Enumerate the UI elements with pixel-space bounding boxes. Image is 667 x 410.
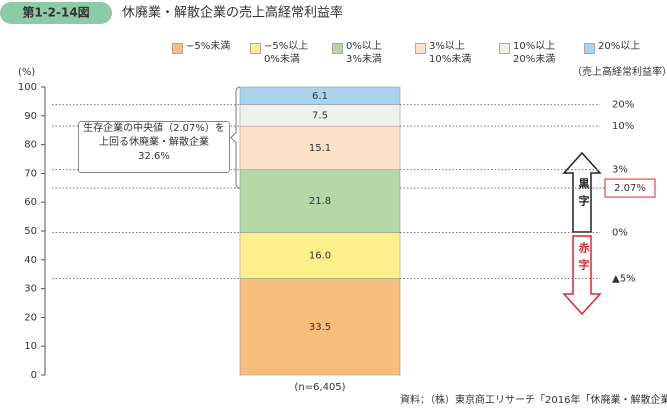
legend-swatch — [332, 43, 343, 54]
y-tick-label: 70 — [24, 168, 37, 179]
loss-label: 赤字 — [577, 242, 590, 276]
y-tick-label: 40 — [24, 255, 37, 266]
value-label: 7.5 — [312, 110, 328, 121]
brace — [230, 86, 241, 189]
legend-swatch — [172, 43, 183, 54]
legend-label: 20%以上 — [598, 41, 641, 52]
chart-title: 休廃業・解散企業の売上高経常利益率 — [122, 5, 343, 21]
boundary-label: 0% — [612, 227, 628, 238]
boundary-label: 20% — [612, 100, 634, 111]
boundary-label: ▲5% — [612, 274, 636, 285]
y-tick-label: 100 — [18, 82, 37, 93]
y-tick-label: 90 — [24, 111, 37, 122]
median-box — [604, 178, 656, 198]
legend-label: 10%以上 20%未満 — [513, 41, 556, 65]
y-tick-label: 60 — [24, 197, 37, 208]
bar-segment — [239, 169, 401, 233]
median-label: 2.07% — [614, 183, 646, 194]
right-axis-label: （売上高経常利益率） — [572, 65, 667, 78]
bar-segment — [239, 86, 401, 105]
legend-label: 0%以上 3%未満 — [346, 41, 382, 65]
y-tick-label: 30 — [24, 284, 37, 295]
y-tick-label: 80 — [24, 140, 37, 151]
legend-label: 3%以上 10%未満 — [429, 41, 472, 65]
bar-segment — [239, 125, 401, 170]
y-unit: (%) — [18, 67, 35, 78]
figure-label: 第1-2-14図 — [22, 5, 89, 20]
legend-label: −5%以上 0%未満 — [264, 41, 309, 65]
boundary-label: 3% — [612, 165, 628, 176]
profit-label: 黒字 — [577, 178, 590, 212]
value-label: 15.1 — [309, 143, 331, 154]
y-tick-label: 50 — [24, 226, 37, 237]
boundary-label: 10% — [612, 121, 634, 132]
value-label: 6.1 — [312, 91, 328, 102]
value-label: 21.8 — [309, 196, 331, 207]
y-tick-label: 0 — [31, 370, 37, 381]
annotation: 生存企業の中央値（2.07%）を 上回る休廃業・解散企業 32.6% — [78, 121, 230, 173]
legend-swatch — [499, 43, 510, 54]
bar-segment — [239, 232, 401, 279]
value-label: 33.5 — [309, 322, 331, 333]
source: 資料：（株）東京商工リサーチ「2016年「休廃業・解散企業」動向調査」再編加工 — [400, 393, 667, 406]
value-label: 16.0 — [309, 250, 331, 261]
legend-label: −5%未満 — [186, 41, 231, 52]
legend-swatch — [415, 43, 426, 54]
loss-arrow — [562, 235, 602, 316]
x-tick-label: (n=6,405) — [294, 382, 345, 393]
legend-swatch — [584, 43, 595, 54]
figure-label-bg — [0, 2, 112, 24]
legend-swatch — [250, 43, 261, 54]
y-tick-label: 20 — [24, 312, 37, 323]
y-tick-label: 10 — [24, 341, 37, 352]
